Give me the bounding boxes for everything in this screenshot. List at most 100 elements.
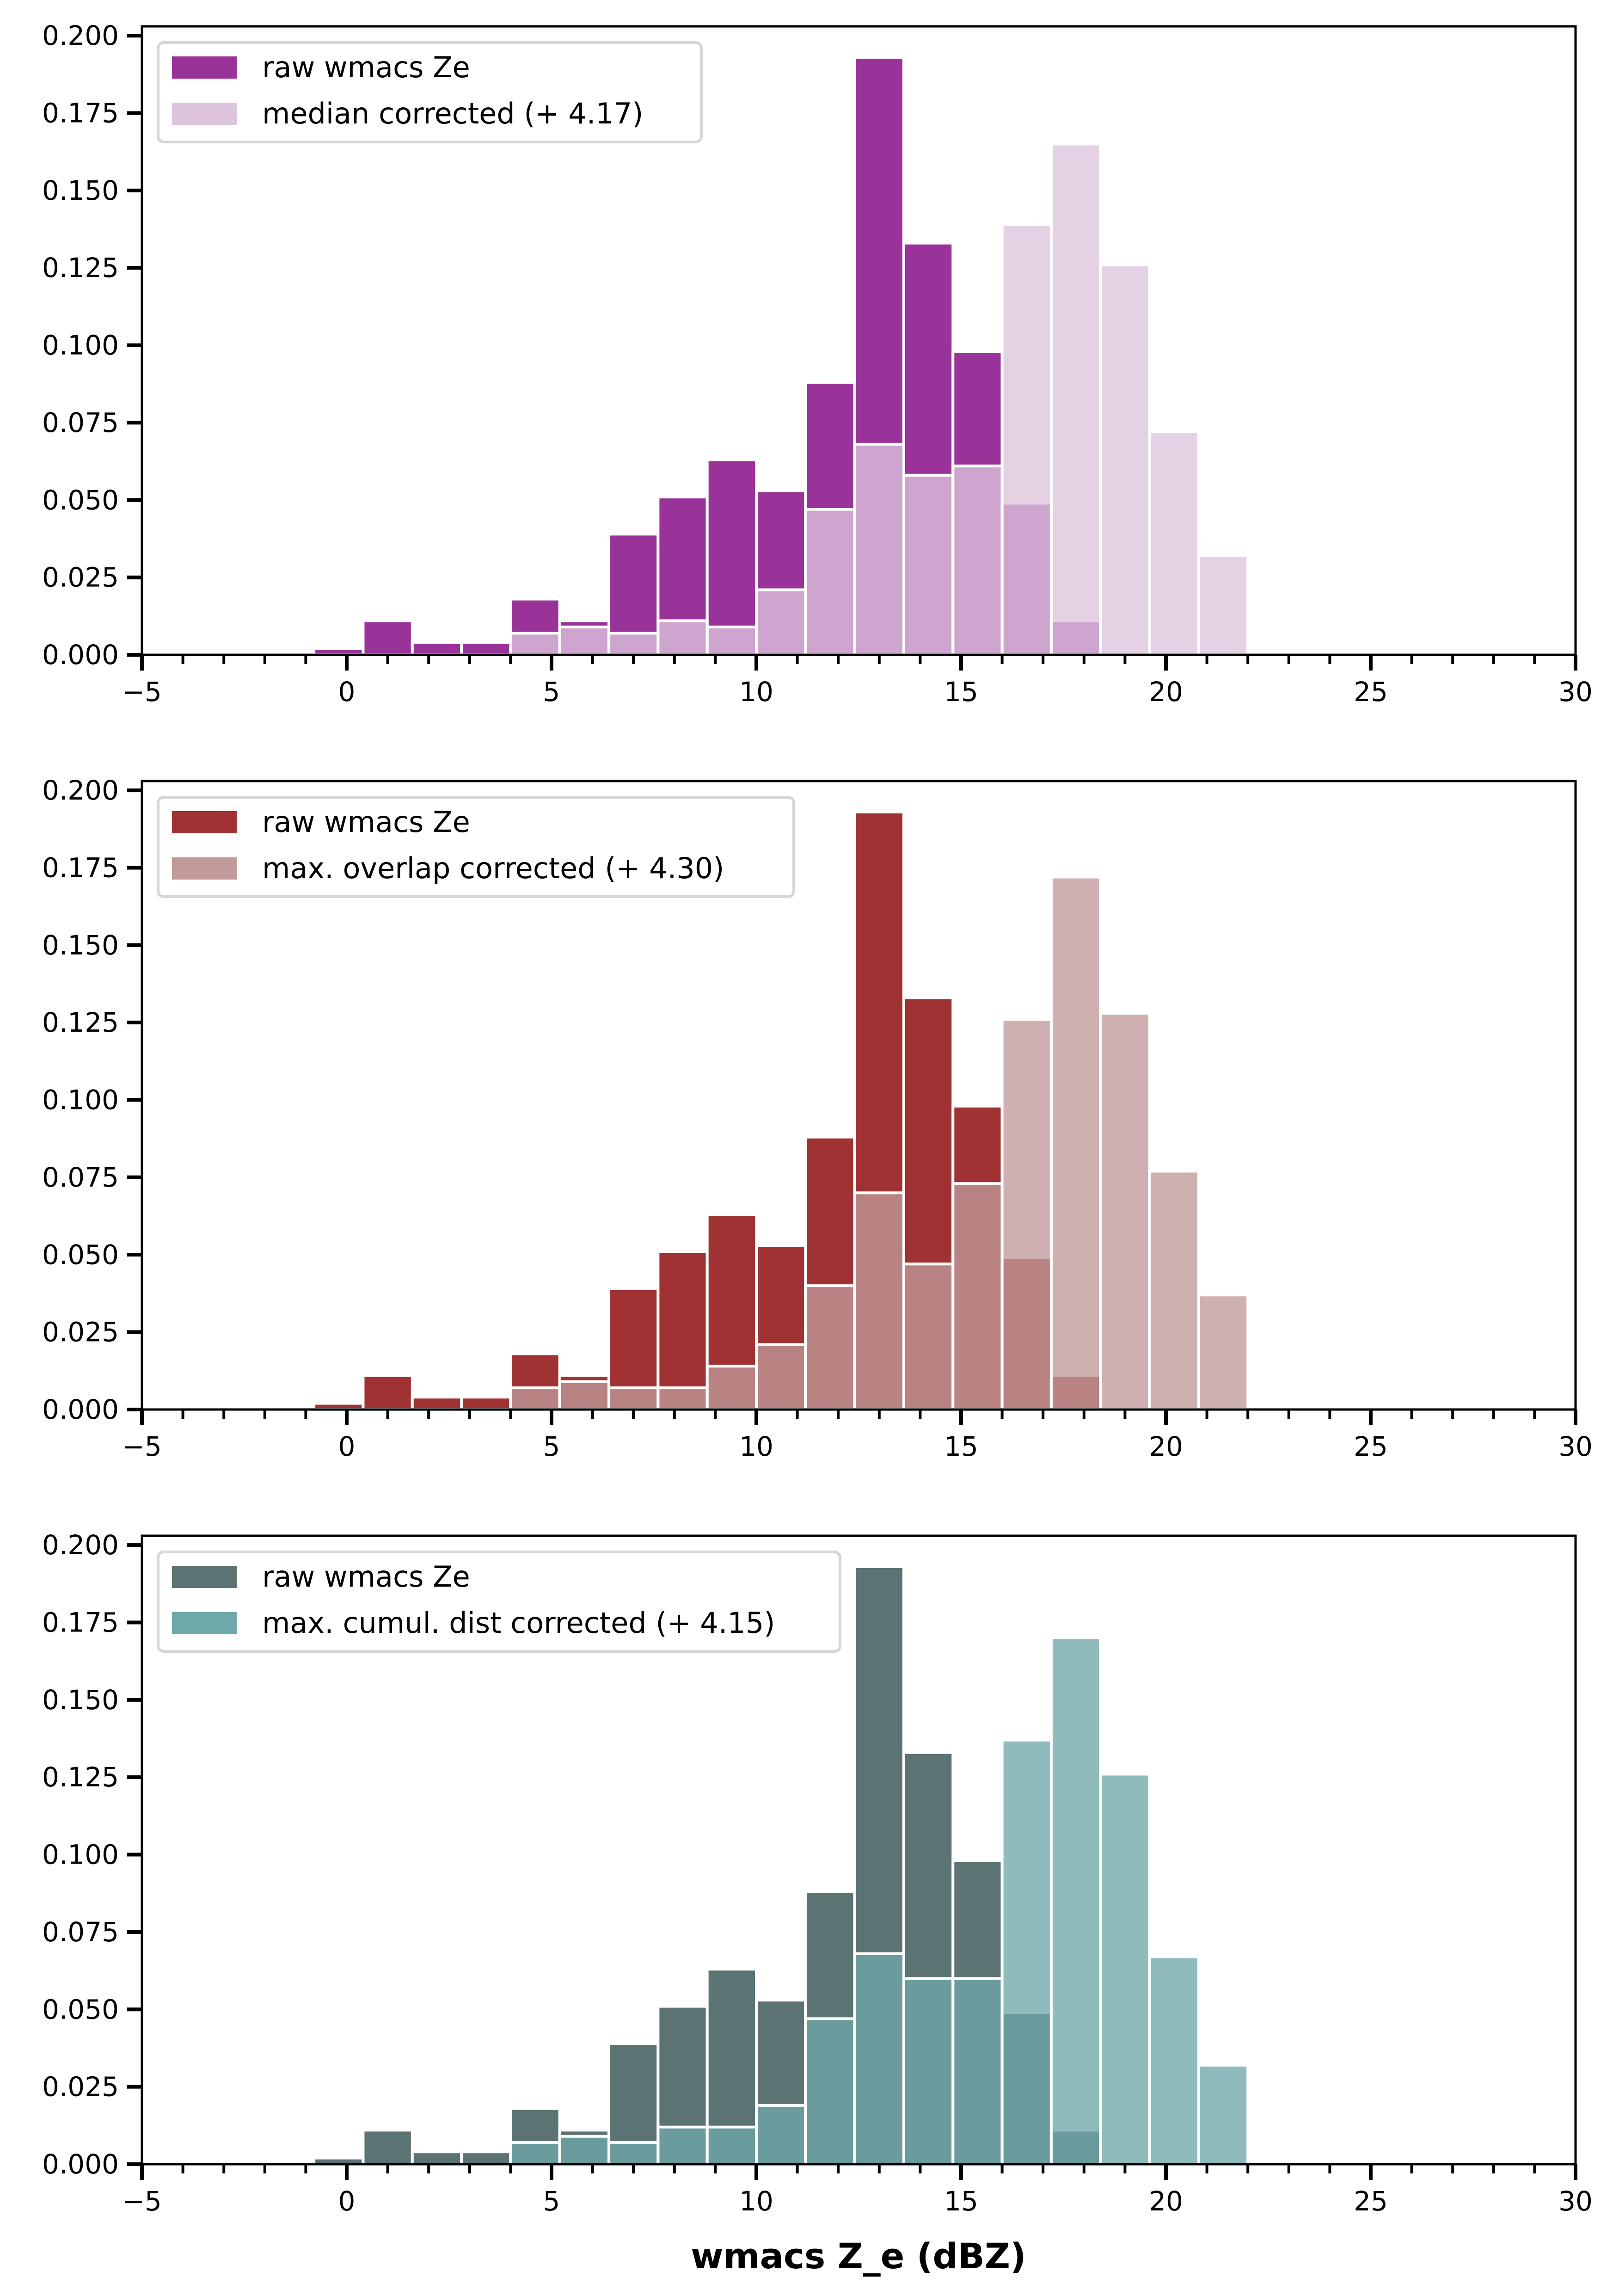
bar-corrected: [755, 1343, 807, 1411]
bar-corrected: [853, 1191, 905, 1411]
legend-box: [157, 41, 703, 143]
bar-corrected: [656, 619, 709, 657]
x-tick-label: 20: [1149, 2185, 1183, 2217]
y-tick-label: 0.050: [42, 1239, 119, 1270]
legend: raw wmacs Ze median corrected (+ 4.17): [157, 41, 703, 143]
y-axis-ticks: 0.000 0.025 0.050 0.075 0.100 0.125 0.150 0.175…: [42, 20, 142, 671]
y-tick-label: 0.125: [42, 252, 119, 283]
y-axis-ticks: 0.000 0.025 0.050 0.075 0.100 0.125 0.150 0.175…: [42, 775, 142, 1425]
bar-corrected: [1099, 1012, 1151, 1411]
bar-corrected: [902, 1977, 955, 2166]
bar-corrected: [607, 1386, 660, 1411]
x-axis-ticks: −5 0 5 10 15 20 25 30: [122, 1410, 1593, 1462]
bar-raw: [460, 641, 512, 657]
bar-corrected: [1049, 1636, 1102, 2166]
bar-corrected: [1197, 2063, 1250, 2166]
x-tick-label: −5: [122, 676, 162, 708]
x-axis-ticks: −5 0 5 10 15 20 25 30: [122, 655, 1593, 708]
bar-corrected: [558, 2135, 611, 2166]
bar-corrected: [1049, 875, 1102, 1411]
y-tick-label: 0.175: [42, 97, 119, 129]
bar-corrected: [558, 1380, 611, 1411]
legend-box: [157, 1551, 841, 1653]
bar-corrected: [1197, 554, 1250, 657]
x-tick-label: 10: [739, 2185, 773, 2217]
x-tick-label: 25: [1354, 2185, 1388, 2217]
y-tick-label: 0.025: [42, 1317, 119, 1348]
x-axis-ticks: −5 0 5 10 15 20 25 30: [122, 2164, 1593, 2217]
x-tick-label: 20: [1149, 1431, 1183, 1462]
x-tick-label: 5: [543, 1431, 560, 1462]
legend-label-raw: raw wmacs Ze: [262, 1560, 470, 1594]
y-tick-label: 0.150: [42, 175, 119, 206]
bar-corrected: [804, 508, 856, 657]
axes-frame: [141, 25, 1577, 656]
x-tick-label: 20: [1149, 676, 1183, 708]
y-tick-label: 0.025: [42, 2071, 119, 2103]
legend-label-corrected: median corrected (+ 4.17): [262, 97, 644, 130]
bars-group: [313, 810, 1250, 1411]
y-tick-label: 0.100: [42, 1084, 119, 1116]
bar-corrected: [804, 1284, 856, 1411]
bar-raw: [411, 1396, 463, 1411]
x-tick-label: 15: [944, 2185, 978, 2217]
y-tick-label: 0.000: [42, 639, 119, 671]
legend-swatch-raw: [172, 1566, 237, 1588]
legend-label-raw: raw wmacs Ze: [262, 805, 470, 839]
histogram-panel-median: −5 0 5 10 15 20 25 30 0.000 0.025 0.050 0.075 0.100…: [42, 20, 1593, 708]
bar-raw: [411, 2150, 463, 2166]
x-tick-label: 10: [739, 1431, 773, 1462]
bar-corrected: [705, 1365, 758, 1411]
bar-corrected: [951, 1977, 1004, 2166]
x-tick-label: 10: [739, 676, 773, 708]
legend-swatch-raw: [172, 811, 237, 833]
y-tick-label: 0.100: [42, 1839, 119, 1871]
x-tick-label: 25: [1354, 1431, 1388, 1462]
axes-frame: [141, 780, 1577, 1411]
x-tick-label: 0: [338, 1431, 356, 1462]
y-tick-label: 0.125: [42, 1007, 119, 1038]
x-tick-label: 5: [543, 2185, 560, 2217]
bar-corrected: [1099, 1773, 1151, 2166]
histogram-panel-max-overlap: −5 0 5 10 15 20 25 30 0.000 0.025 0.050 0.075 0.100…: [42, 775, 1593, 1462]
bar-corrected: [902, 1262, 955, 1411]
y-tick-label: 0.200: [42, 775, 119, 806]
legend-label-corrected: max. overlap corrected (+ 4.30): [262, 851, 724, 885]
bar-corrected: [853, 443, 905, 657]
bar-corrected: [1148, 430, 1200, 657]
x-tick-label: 5: [543, 676, 560, 708]
y-tick-label: 0.000: [42, 2148, 119, 2180]
bar-corrected: [509, 1386, 561, 1411]
bars-group: [313, 55, 1250, 657]
bar-raw: [362, 2129, 414, 2166]
bar-corrected: [656, 1386, 709, 1411]
x-tick-label: 0: [338, 676, 356, 708]
legend-label-raw: raw wmacs Ze: [262, 50, 470, 84]
legend-swatch-corrected: [172, 1612, 237, 1634]
bar-corrected: [705, 2125, 758, 2166]
bar-corrected: [853, 1952, 905, 2166]
x-tick-label: −5: [122, 1431, 162, 1462]
legend-box: [157, 796, 795, 898]
bar-corrected: [1148, 1170, 1200, 1411]
bar-corrected: [902, 474, 955, 656]
y-tick-label: 0.075: [42, 1916, 119, 1948]
y-tick-label: 0.050: [42, 484, 119, 516]
bar-corrected: [804, 2017, 856, 2166]
legend-swatch-corrected: [172, 857, 237, 880]
bar-corrected: [558, 625, 611, 657]
y-tick-label: 0.075: [42, 407, 119, 438]
bar-raw: [656, 1250, 709, 1411]
bar-corrected: [607, 632, 660, 657]
x-tick-label: 15: [944, 1431, 978, 1462]
y-tick-label: 0.075: [42, 1162, 119, 1193]
y-tick-label: 0.125: [42, 1761, 119, 1793]
y-tick-label: 0.050: [42, 1994, 119, 2025]
y-tick-label: 0.150: [42, 1684, 119, 1716]
histogram-panel-max-cumul-dist: −5 0 5 10 15 20 25 30 0.000 0.025 0.050 0.075 0.100…: [42, 1529, 1593, 2277]
bar-corrected: [607, 2141, 660, 2166]
x-tick-label: −5: [122, 2185, 162, 2217]
x-tick-label: 30: [1558, 676, 1593, 708]
y-axis-ticks: 0.000 0.025 0.050 0.075 0.100 0.125 0.150 0.175…: [42, 1529, 142, 2180]
